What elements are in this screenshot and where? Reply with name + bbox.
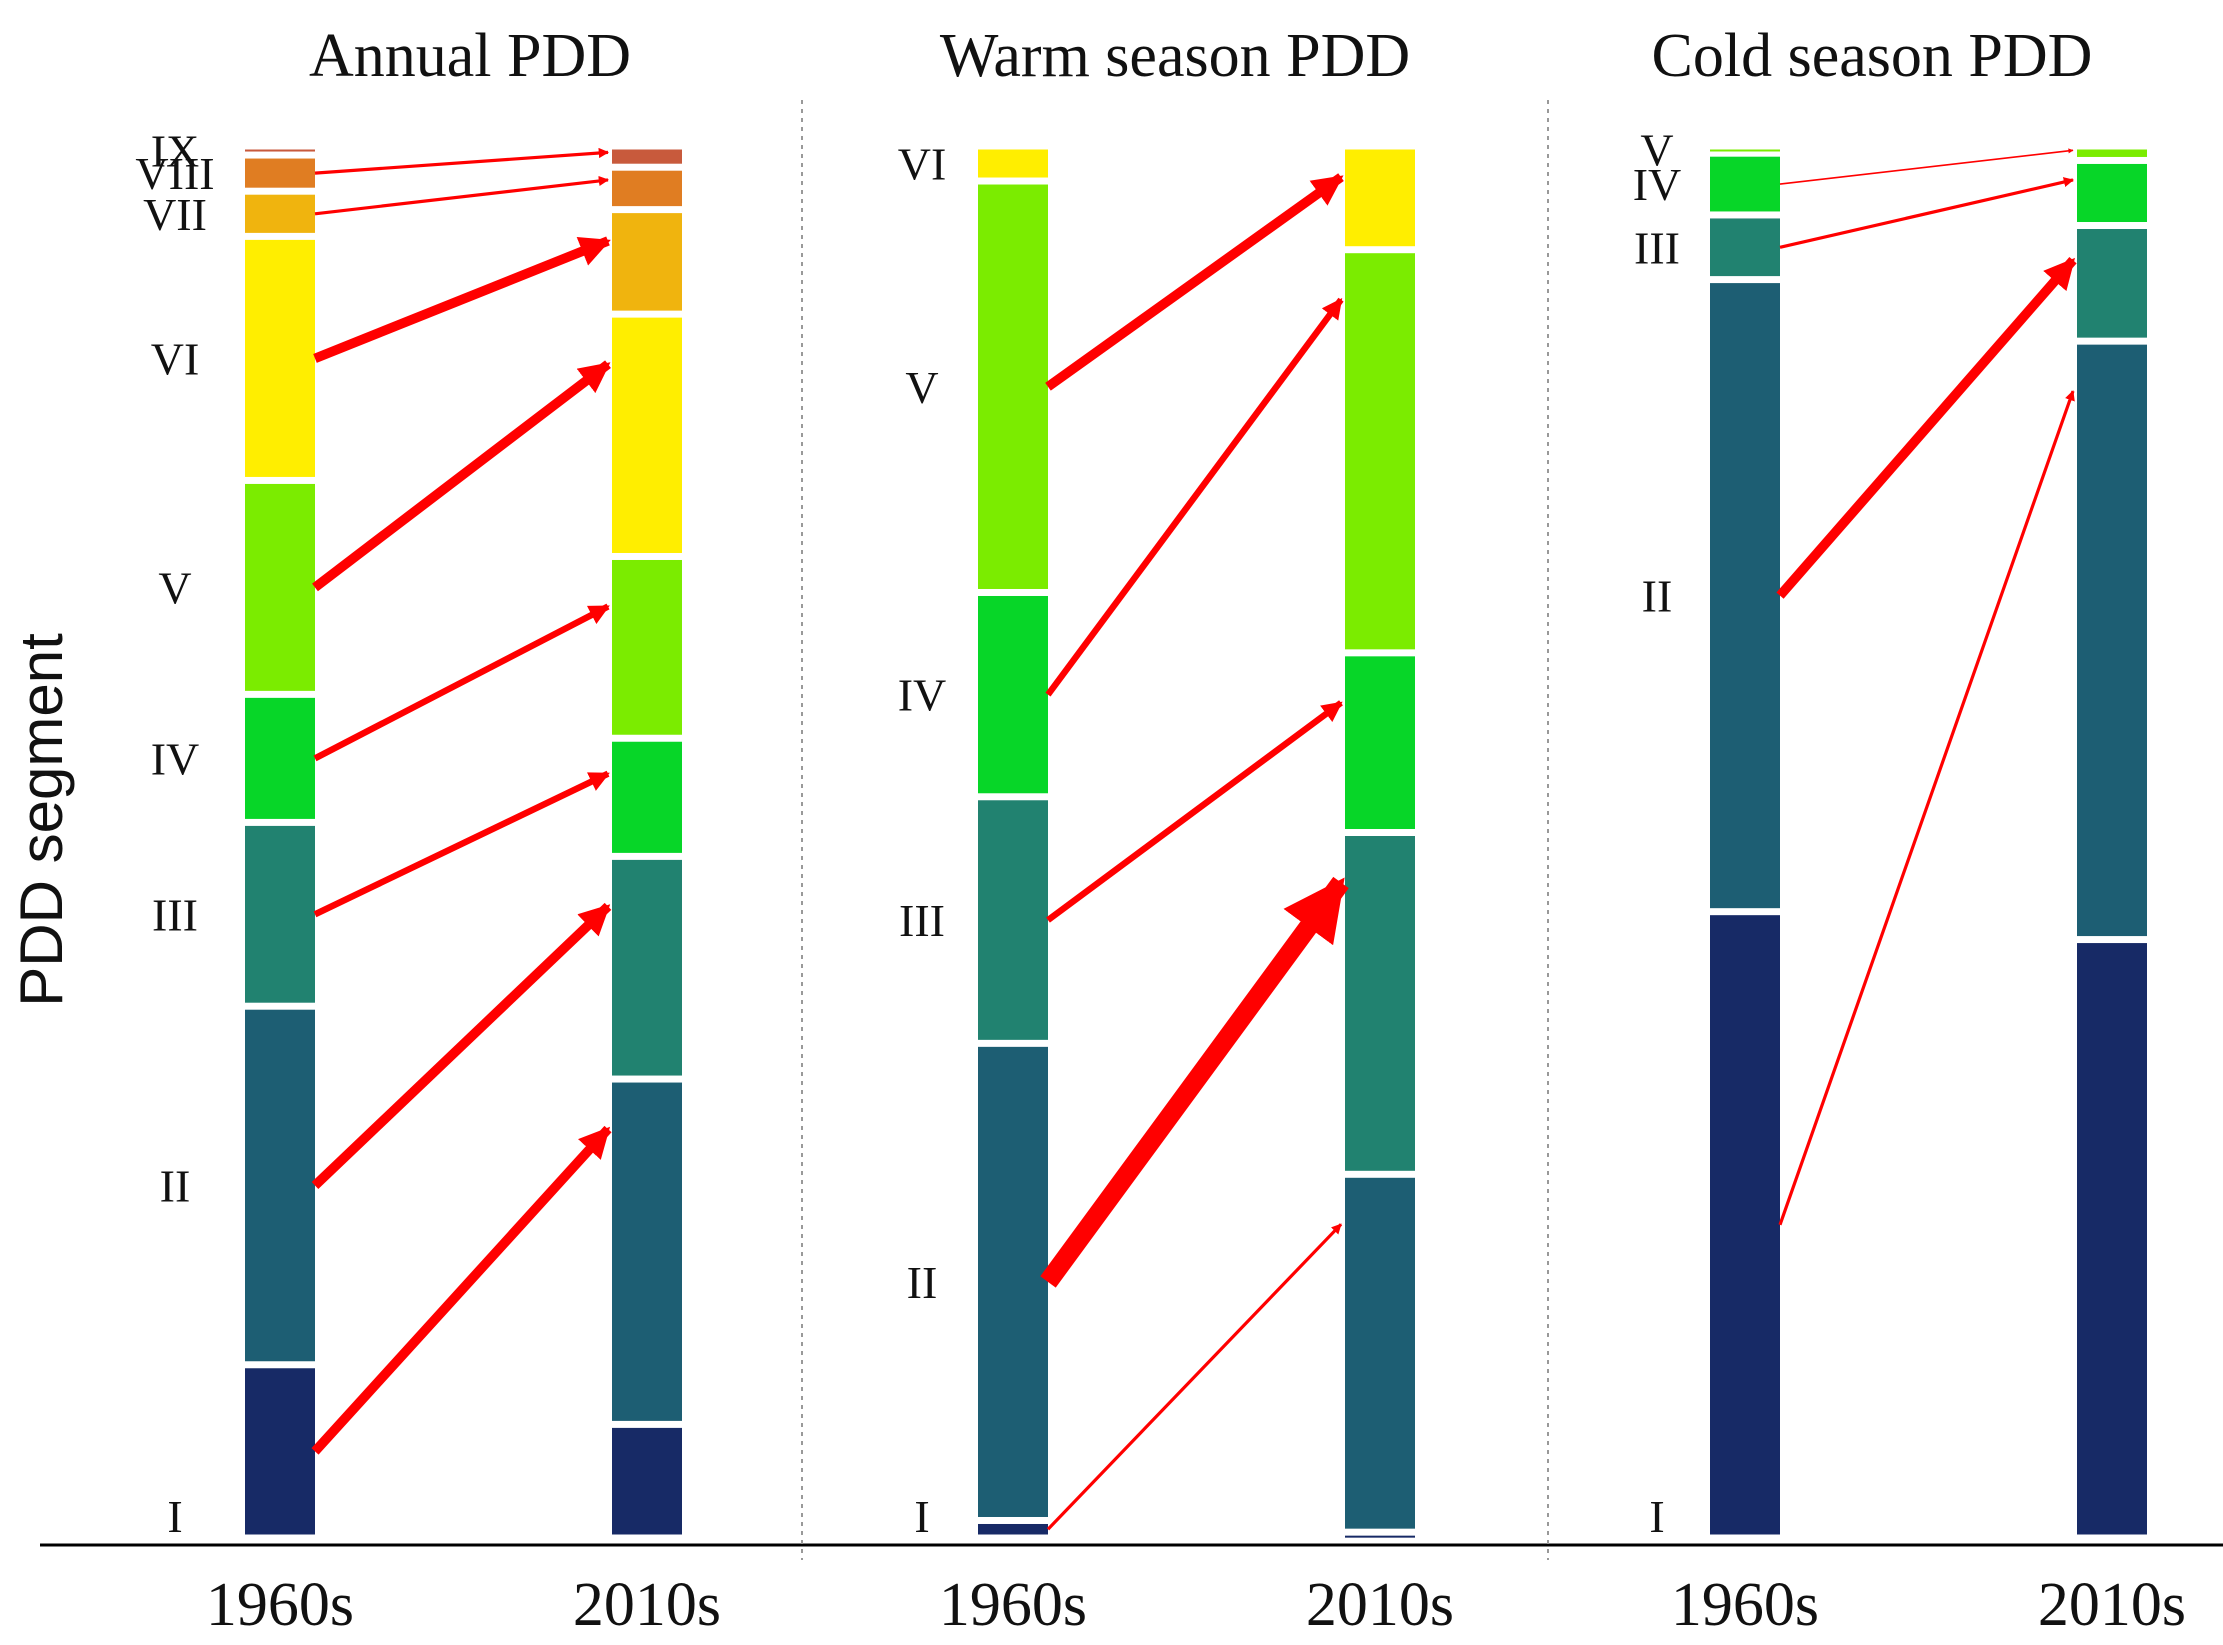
transition-arrow-II-to-III — [1776, 257, 2077, 599]
transition-arrow-IV-to-V — [1779, 148, 2074, 185]
transition-arrow-VII-to-VIII — [314, 175, 610, 216]
bar-segment-1960s-IV — [1710, 156, 1780, 212]
bar-segment-2010s-VIII — [612, 170, 682, 207]
bar-segment-2010s-VI — [1345, 149, 1415, 247]
bar-segment-2010s-VII — [612, 213, 682, 311]
bar-segment-2010s-I — [1345, 1535, 1415, 1538]
bar-segment-2010s-III — [2077, 229, 2147, 338]
bar-segment-1960s-V — [245, 483, 315, 691]
period-tick-label: 2010s — [573, 1571, 721, 1639]
bar-segment-1960s-IV — [245, 697, 315, 819]
bar-segment-1960s-III — [978, 800, 1048, 1040]
bar-segment-2010s-IX — [612, 149, 682, 164]
bar-segment-2010s-IV — [1345, 656, 1415, 830]
bar-segment-1960s-VIII — [245, 158, 315, 188]
bar-segment-1960s-V — [1710, 149, 1780, 152]
bar-segment-2010s-V — [1345, 253, 1415, 650]
segment-label-IV: IV — [898, 670, 947, 721]
segment-label-III: III — [152, 889, 198, 940]
bar-segment-1960s-V — [978, 184, 1048, 589]
bar-segment-1960s-IV — [978, 595, 1048, 794]
transition-arrow-III-to-IV — [1779, 177, 2074, 249]
transition-arrow-III-to-IV — [1046, 700, 1343, 923]
bar-segment-1960s-I — [245, 1368, 315, 1535]
transition-arrow-V-to-VI — [312, 360, 611, 592]
segment-label-VII: VII — [143, 189, 207, 240]
bar-segment-1960s-VI — [978, 149, 1048, 178]
period-tick-label: 1960s — [1671, 1571, 1819, 1639]
bar-segment-2010s-IV — [612, 741, 682, 853]
transition-arrow-I-to-II — [1046, 1223, 1343, 1531]
period-tick-label: 1960s — [939, 1571, 1087, 1639]
transition-arrow-V-to-VI — [1045, 173, 1344, 391]
segment-label-III: III — [1634, 222, 1680, 273]
bar-segment-1960s-IX — [245, 149, 315, 152]
bar-segment-2010s-I — [612, 1427, 682, 1535]
transition-arrow-VIII-to-IX — [314, 147, 610, 175]
bar-segment-1960s-III — [1710, 218, 1780, 277]
transition-arrow-IV-to-V — [1045, 297, 1344, 697]
transition-arrow-I-to-II — [311, 1125, 612, 1455]
segment-label-I: I — [914, 1491, 929, 1542]
bar-segment-2010s-III — [1345, 836, 1415, 1171]
segment-label-I: I — [167, 1491, 182, 1542]
bar-segment-2010s-II — [1345, 1177, 1415, 1529]
panel-title: Warm season PDD — [940, 22, 1410, 90]
segment-label-II: II — [907, 1257, 938, 1308]
bar-segment-1960s-II — [1710, 283, 1780, 909]
period-tick-label: 2010s — [2038, 1571, 2186, 1639]
segment-label-V: V — [158, 562, 191, 613]
segment-label-V: V — [1640, 125, 1673, 176]
transition-arrow-II-to-III — [311, 902, 612, 1189]
segment-label-III: III — [899, 895, 945, 946]
segment-label-IV: IV — [151, 733, 200, 784]
bar-segment-2010s-V — [612, 559, 682, 735]
period-tick-label: 1960s — [206, 1571, 354, 1639]
period-tick-label: 2010s — [1306, 1571, 1454, 1639]
bar-segment-1960s-I — [978, 1523, 1048, 1535]
bar-segment-1960s-I — [1710, 915, 1780, 1535]
segment-label-II: II — [1642, 571, 1673, 622]
segment-label-VIII: VIII — [135, 148, 214, 199]
bar-segment-2010s-V — [2077, 149, 2147, 157]
transition-arrow-II-to-III — [1040, 876, 1349, 1288]
bar-segment-2010s-IV — [2077, 163, 2147, 223]
transition-arrow-III-to-IV — [313, 770, 610, 918]
bar-segment-1960s-VII — [245, 194, 315, 233]
panel-title: Annual PDD — [309, 22, 631, 90]
segment-label-IX: IX — [151, 126, 200, 177]
bar-segment-2010s-VI — [612, 317, 682, 553]
bar-segment-1960s-II — [245, 1009, 315, 1362]
bar-segment-1960s-II — [978, 1046, 1048, 1517]
segment-label-II: II — [160, 1160, 191, 1211]
bar-segment-2010s-II — [2077, 344, 2147, 937]
segment-label-V: V — [905, 362, 938, 413]
segment-label-IV: IV — [1633, 159, 1682, 210]
y-axis-label: PDD segment — [8, 633, 75, 1007]
segment-label-VI: VI — [151, 333, 200, 384]
bar-segment-1960s-III — [245, 825, 315, 1003]
segment-label-I: I — [1649, 1491, 1664, 1542]
transition-arrow-VI-to-VII — [313, 236, 611, 363]
panel-title: Cold season PDD — [1652, 22, 2093, 90]
bar-segment-2010s-I — [2077, 943, 2147, 1535]
transition-arrow-I-to-II — [1778, 390, 2075, 1226]
bar-segment-2010s-III — [612, 859, 682, 1076]
segment-label-VI: VI — [898, 139, 947, 190]
transition-arrow-IV-to-V — [313, 603, 610, 762]
bar-segment-1960s-VI — [245, 239, 315, 477]
bar-segment-2010s-II — [612, 1082, 682, 1421]
